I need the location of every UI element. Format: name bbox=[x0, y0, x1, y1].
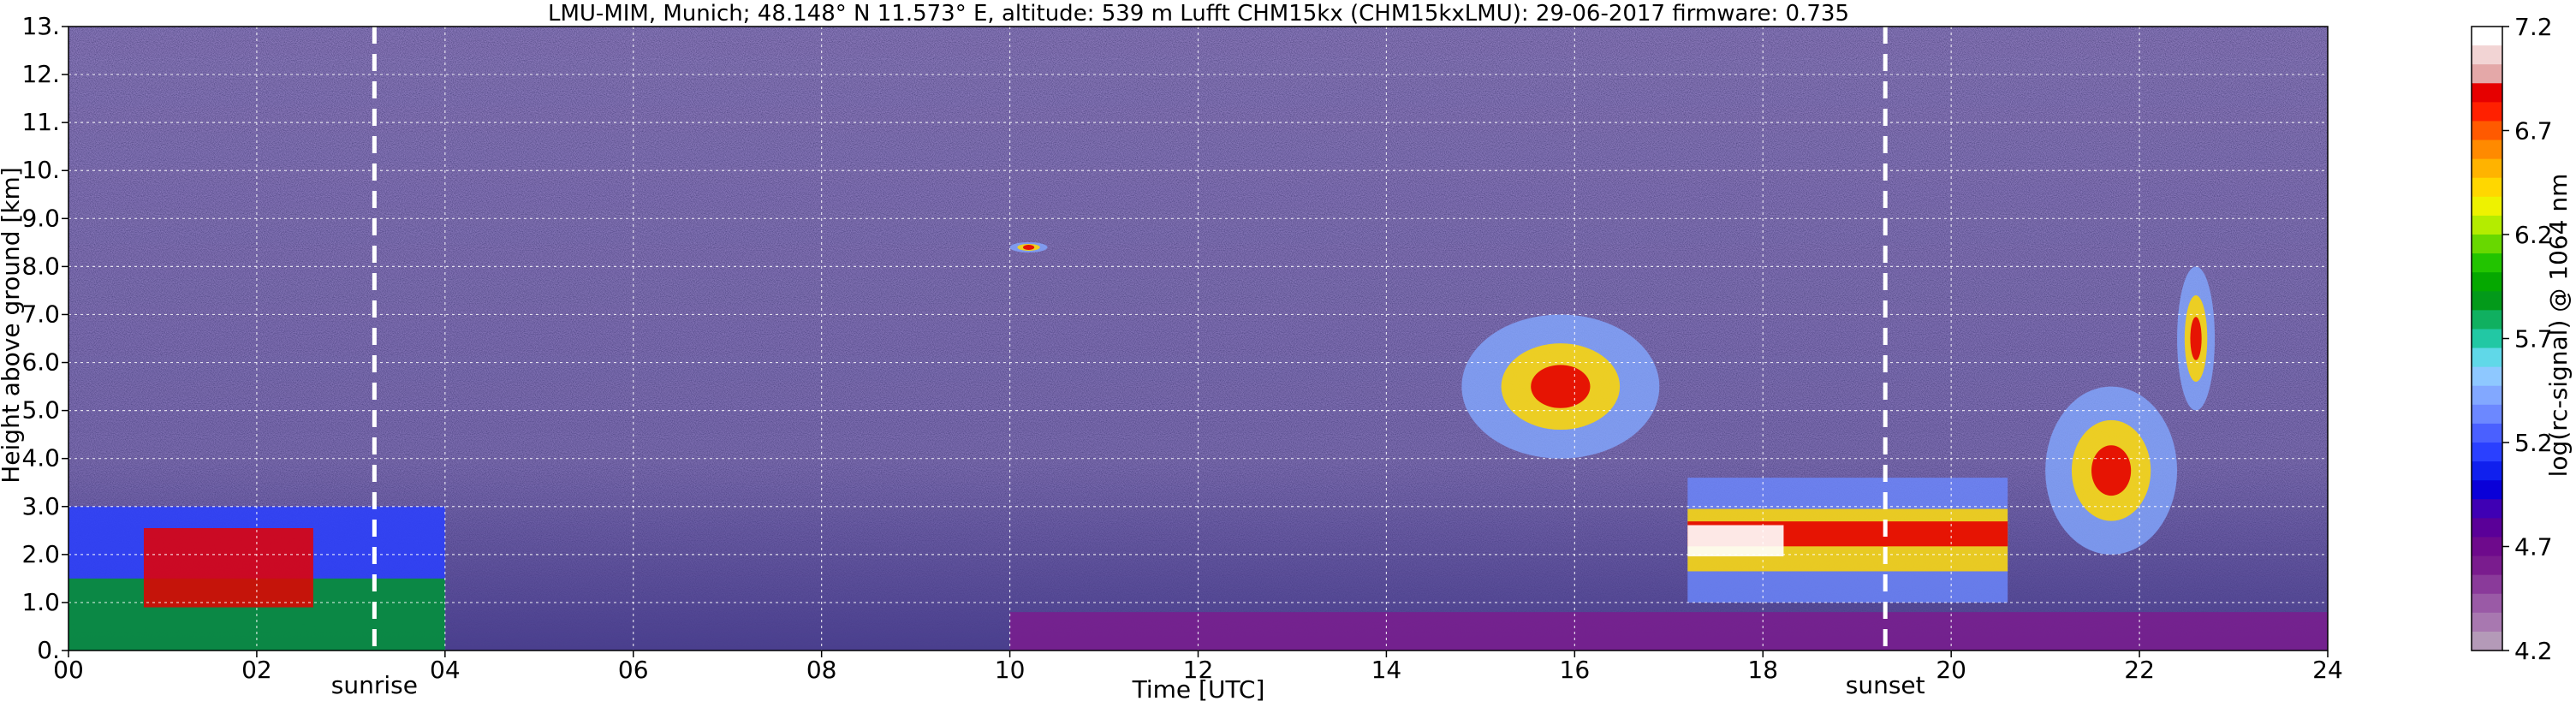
colorbar-segment bbox=[2472, 480, 2502, 500]
y-tick-label: 2.0 bbox=[21, 540, 60, 568]
feature-surface-layer bbox=[1009, 612, 2328, 651]
colorbar-tick-label: 6.2 bbox=[2514, 221, 2553, 249]
sun-markers bbox=[372, 27, 1888, 651]
colorbar-segment bbox=[2472, 83, 2502, 103]
y-axis-label: Height above ground [km] bbox=[0, 167, 25, 484]
y-tick-label: 13. bbox=[21, 12, 60, 40]
x-tick-label: 06 bbox=[618, 656, 649, 684]
colorbar-segment bbox=[2472, 404, 2502, 425]
colorbar-segment bbox=[2472, 253, 2502, 273]
colorbar-segment bbox=[2472, 310, 2502, 330]
x-tick-label: 10 bbox=[995, 656, 1026, 684]
colorbar-tick-label: 4.7 bbox=[2514, 533, 2553, 561]
y-axis: 0. 1.0 2.0 3.0 4.0 5.0 6.0 7.0 8.0 9.0 10. 11. 12. 13… bbox=[21, 12, 68, 664]
colorbar: 7.2 6.7 6.2 5.7 5.2 4.7 4.2 bbox=[2471, 13, 2553, 665]
colorbar-segment bbox=[2472, 177, 2502, 198]
colorbar-segment bbox=[2472, 196, 2502, 217]
sunset-label: sunset bbox=[1846, 671, 1925, 699]
colorbar-segment bbox=[2472, 121, 2502, 141]
y-tick-label: 10. bbox=[21, 156, 60, 184]
y-tick-label: 7.0 bbox=[21, 300, 60, 328]
feature-cloud bbox=[1531, 365, 1591, 408]
feature-aerosol bbox=[143, 528, 313, 608]
colorbar-segment bbox=[2472, 385, 2502, 406]
colorbar-segment bbox=[2472, 140, 2502, 160]
colorbar-tick-label: 4.2 bbox=[2514, 637, 2553, 665]
y-tick-label: 3.0 bbox=[21, 492, 60, 520]
colorbar-tick-label: 5.2 bbox=[2514, 429, 2553, 457]
x-tick-label: 14 bbox=[1371, 656, 1402, 684]
x-tick-label: 24 bbox=[2312, 656, 2343, 684]
feature-cloud bbox=[1022, 244, 1035, 250]
colorbar-segment bbox=[2472, 423, 2502, 443]
marker-labels: sunrise sunset bbox=[331, 671, 1925, 699]
colorbar-segment bbox=[2472, 556, 2502, 576]
colorbar-segment bbox=[2472, 215, 2502, 235]
x-axis-label: Time [UTC] bbox=[1132, 675, 1265, 704]
feature-cloud bbox=[1687, 525, 1784, 556]
y-tick-label: 12. bbox=[21, 60, 60, 88]
x-tick-label: 22 bbox=[2124, 656, 2155, 684]
colorbar-segment bbox=[2472, 272, 2502, 292]
colorbar-segment bbox=[2472, 45, 2502, 65]
colorbar-segment bbox=[2472, 158, 2502, 179]
feature-cloud bbox=[2190, 317, 2202, 360]
colorbar-segment bbox=[2472, 291, 2502, 311]
colorbar-segment bbox=[2472, 461, 2502, 481]
y-tick-label: 9.0 bbox=[21, 204, 60, 232]
y-tick-label: 0. bbox=[37, 636, 60, 664]
y-tick-label: 4.0 bbox=[21, 444, 60, 472]
chart-title: LMU-MIM, Munich; 48.148° N 11.573° E, al… bbox=[548, 1, 1849, 27]
x-tick-label: 18 bbox=[1747, 656, 1778, 684]
x-tick-label: 16 bbox=[1560, 656, 1591, 684]
colorbar-segment bbox=[2472, 348, 2502, 368]
colorbar-segment bbox=[2472, 27, 2502, 46]
y-tick-label: 5.0 bbox=[21, 396, 60, 425]
colorbar-segment bbox=[2472, 631, 2502, 651]
colorbar-segment bbox=[2472, 574, 2502, 595]
x-tick-label: 02 bbox=[241, 656, 272, 684]
colorbar-segment bbox=[2472, 499, 2502, 519]
colorbar-label: log(rc-signal) @ 1064 nm bbox=[2544, 174, 2573, 478]
colorbar-segment bbox=[2472, 443, 2502, 462]
colorbar-tick-label: 7.2 bbox=[2514, 13, 2553, 41]
sunrise-label: sunrise bbox=[331, 671, 418, 699]
y-tick-label: 1.0 bbox=[21, 588, 60, 616]
x-tick-label: 04 bbox=[430, 656, 461, 684]
grid-lines bbox=[68, 27, 2328, 651]
colorbar-segment bbox=[2472, 593, 2502, 614]
colorbar-tick-label: 6.7 bbox=[2514, 117, 2553, 146]
colorbar-segment bbox=[2472, 518, 2502, 538]
plot-area bbox=[68, 27, 2328, 651]
colorbar-segment bbox=[2472, 366, 2502, 387]
colorbar-segment bbox=[2472, 235, 2502, 254]
colorbar-segment bbox=[2472, 537, 2502, 557]
y-tick-label: 6.0 bbox=[21, 348, 60, 377]
x-tick-label: 00 bbox=[53, 656, 84, 684]
colorbar-segment bbox=[2472, 612, 2502, 633]
colorbar-segment bbox=[2472, 64, 2502, 84]
x-tick-label: 08 bbox=[806, 656, 837, 684]
feature-cloud bbox=[2091, 445, 2132, 496]
y-tick-label: 11. bbox=[21, 108, 60, 136]
colorbar-segment bbox=[2472, 329, 2502, 349]
colorbar-segment bbox=[2472, 102, 2502, 122]
colorbar-tick-label: 5.7 bbox=[2514, 325, 2553, 354]
x-tick-label: 12 bbox=[1183, 656, 1214, 684]
x-tick-label: 20 bbox=[1936, 656, 1966, 684]
y-tick-label: 8.0 bbox=[21, 252, 60, 280]
x-axis: 00 02 04 06 08 10 12 14 16 18 20 22 24 bbox=[53, 651, 2343, 684]
